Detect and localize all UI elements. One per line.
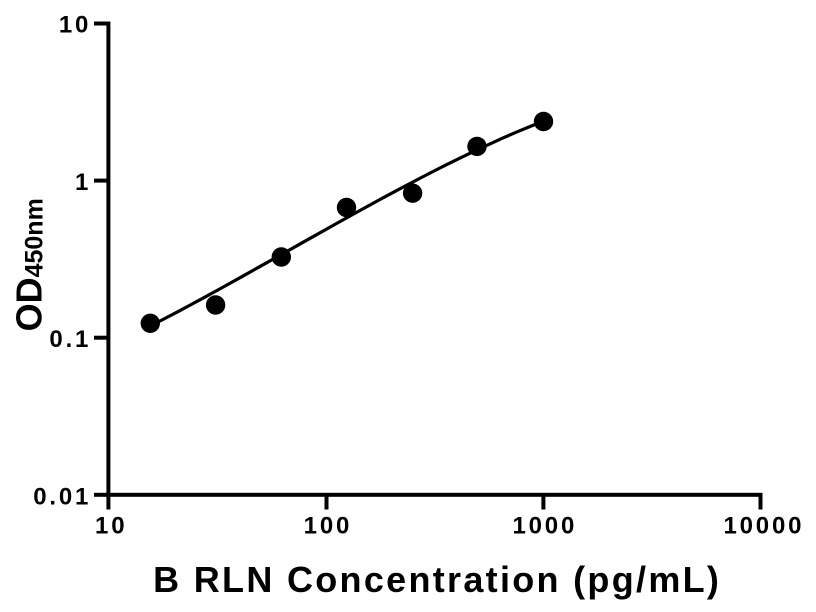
svg-text:100: 100	[304, 512, 352, 539]
svg-text:10: 10	[59, 12, 91, 39]
svg-text:0.01: 0.01	[33, 484, 91, 511]
svg-text:B RLN Concentration (pg/mL): B RLN Concentration (pg/mL)	[153, 559, 721, 600]
svg-text:10000: 10000	[724, 512, 805, 539]
svg-text:0.1: 0.1	[49, 326, 91, 353]
svg-text:1000: 1000	[513, 512, 578, 539]
svg-text:10: 10	[95, 512, 127, 539]
svg-text:1: 1	[75, 169, 91, 196]
